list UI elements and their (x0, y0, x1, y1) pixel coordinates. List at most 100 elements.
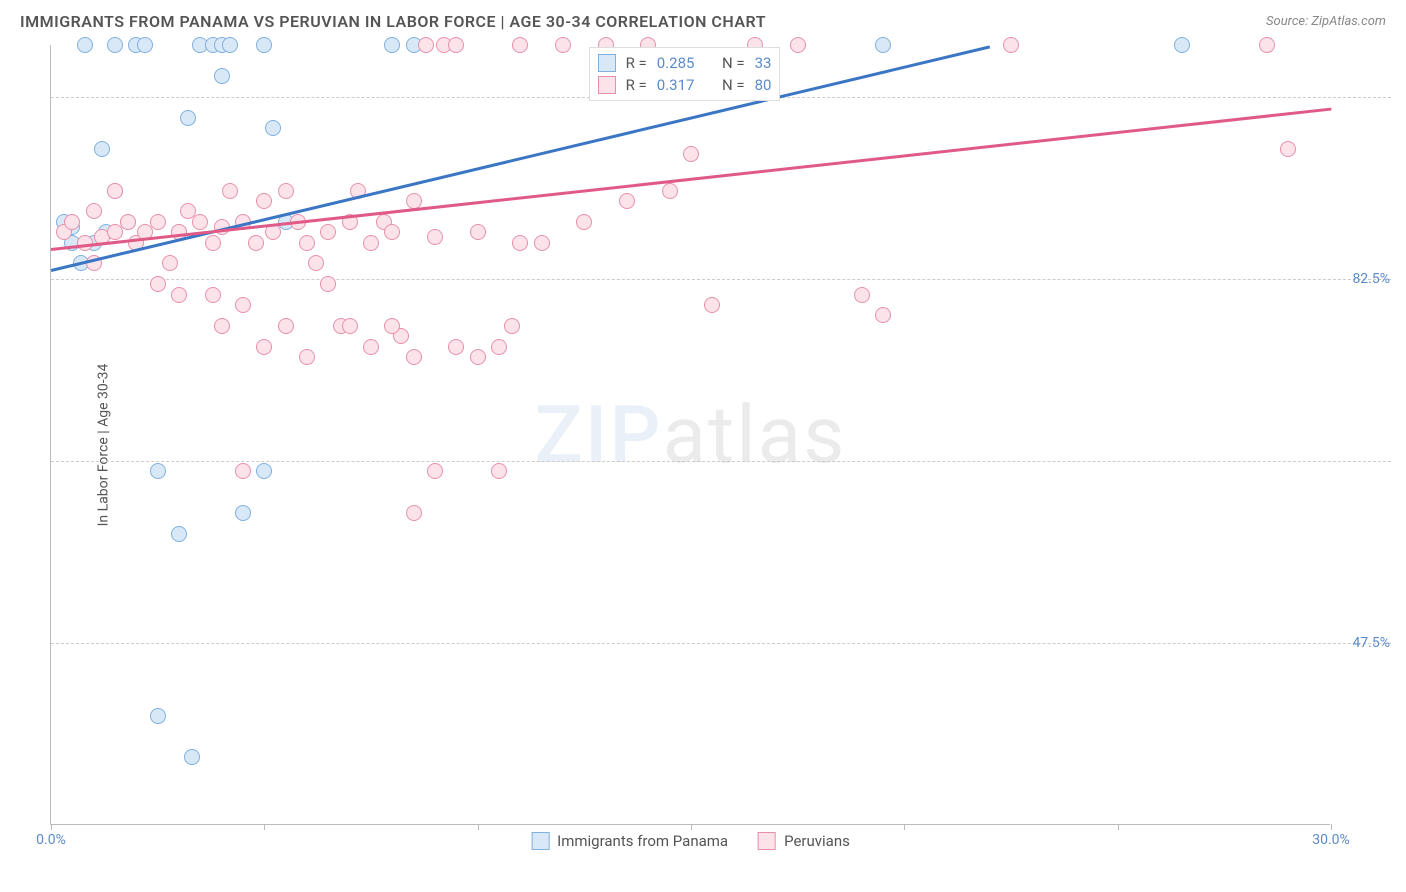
scatter-point (662, 183, 678, 199)
scatter-point (308, 255, 324, 271)
scatter-point (265, 120, 281, 136)
scatter-plot-area: ZIPatlas 47.5%82.5%0.0%30.0%R =0.285 N =… (50, 45, 1330, 825)
scatter-point (107, 37, 123, 53)
legend-item: Immigrants from Panama (531, 832, 728, 850)
scatter-point (256, 37, 272, 53)
scatter-point (406, 349, 422, 365)
legend-swatch (598, 76, 616, 94)
scatter-point (384, 37, 400, 53)
title-bar: IMMIGRANTS FROM PANAMA VS PERUVIAN IN LA… (0, 0, 1406, 39)
scatter-point (512, 37, 528, 53)
scatter-point (150, 708, 166, 724)
scatter-point (256, 463, 272, 479)
source-attribution: Source: ZipAtlas.com (1266, 14, 1386, 29)
x-tick (1331, 824, 1332, 830)
scatter-point (150, 276, 166, 292)
scatter-point (1259, 37, 1275, 53)
scatter-point (448, 339, 464, 355)
y-tick-label: 47.5% (1352, 635, 1390, 651)
scatter-point (427, 463, 443, 479)
scatter-point (491, 463, 507, 479)
x-tick (264, 824, 265, 830)
scatter-point (384, 318, 400, 334)
legend-swatch (758, 832, 776, 850)
x-tick (904, 824, 905, 830)
x-tick (478, 824, 479, 830)
scatter-point (137, 37, 153, 53)
scatter-point (320, 224, 336, 240)
scatter-point (534, 235, 550, 251)
scatter-point (278, 183, 294, 199)
scatter-point (256, 193, 272, 209)
scatter-point (150, 463, 166, 479)
scatter-point (214, 318, 230, 334)
scatter-point (1003, 37, 1019, 53)
watermark-atlas: atlas (663, 388, 847, 482)
scatter-point (504, 318, 520, 334)
scatter-point (576, 214, 592, 230)
scatter-point (184, 749, 200, 765)
scatter-point (704, 297, 720, 313)
x-tick-label: 30.0% (1312, 832, 1350, 848)
scatter-point (205, 235, 221, 251)
scatter-point (1280, 141, 1296, 157)
watermark-zip: ZIP (535, 388, 663, 482)
scatter-point (235, 505, 251, 521)
scatter-point (162, 255, 178, 271)
scatter-point (256, 339, 272, 355)
legend-swatch (531, 832, 549, 850)
scatter-point (619, 193, 635, 209)
x-tick-label: 0.0% (36, 832, 66, 848)
stats-row: R =0.285 N =33 (598, 52, 772, 74)
scatter-point (491, 339, 507, 355)
scatter-point (64, 214, 80, 230)
plot-wrap: In Labor Force | Age 30-34 ZIPatlas 47.5… (50, 45, 1390, 845)
bottom-legend: Immigrants from Panama Peruvians (531, 832, 850, 850)
y-tick-label: 82.5% (1352, 271, 1390, 287)
scatter-point (854, 287, 870, 303)
scatter-point (1174, 37, 1190, 53)
chart-title: IMMIGRANTS FROM PANAMA VS PERUVIAN IN LA… (20, 12, 766, 31)
scatter-point (205, 287, 221, 303)
watermark: ZIPatlas (535, 388, 847, 482)
scatter-point (222, 37, 238, 53)
legend-item: Peruvians (758, 832, 850, 850)
scatter-point (150, 214, 166, 230)
trend-line (51, 107, 1331, 250)
legend-swatch (598, 54, 616, 72)
x-tick (51, 824, 52, 830)
scatter-point (470, 349, 486, 365)
scatter-point (406, 505, 422, 521)
scatter-point (235, 297, 251, 313)
scatter-point (214, 68, 230, 84)
scatter-point (107, 183, 123, 199)
scatter-point (363, 339, 379, 355)
scatter-point (683, 146, 699, 162)
scatter-point (94, 141, 110, 157)
gridline-h (51, 461, 1391, 462)
scatter-point (320, 276, 336, 292)
scatter-point (427, 229, 443, 245)
scatter-point (384, 224, 400, 240)
scatter-point (278, 318, 294, 334)
scatter-point (171, 287, 187, 303)
scatter-point (875, 307, 891, 323)
scatter-point (235, 463, 251, 479)
scatter-point (299, 349, 315, 365)
scatter-point (790, 37, 806, 53)
legend-label: Immigrants from Panama (557, 832, 728, 850)
scatter-point (363, 235, 379, 251)
scatter-point (77, 37, 93, 53)
scatter-point (875, 37, 891, 53)
scatter-point (448, 37, 464, 53)
scatter-point (222, 183, 238, 199)
x-tick (1118, 824, 1119, 830)
scatter-point (248, 235, 264, 251)
stats-row: R =0.317 N =80 (598, 74, 772, 96)
scatter-point (299, 235, 315, 251)
gridline-h (51, 279, 1391, 280)
scatter-point (192, 214, 208, 230)
scatter-point (342, 318, 358, 334)
gridline-h (51, 643, 1391, 644)
scatter-point (86, 203, 102, 219)
